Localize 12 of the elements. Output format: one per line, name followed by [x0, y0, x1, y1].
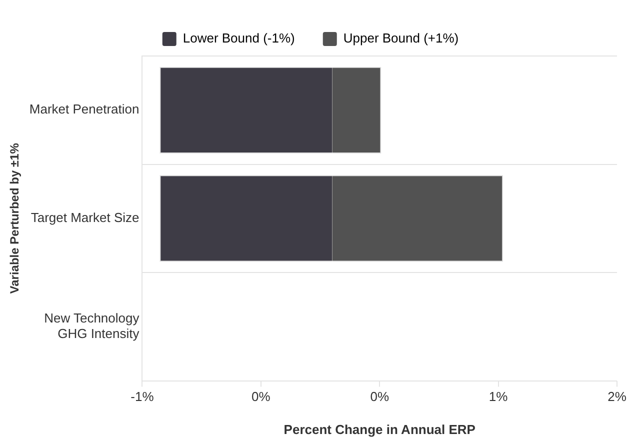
- legend-label: Lower Bound (-1%): [182, 30, 295, 46]
- y-tick-label: New Technology GHG Intensity: [44, 310, 140, 342]
- legend-label: Upper Bound (+1%): [343, 30, 459, 46]
- x-tick-label: 2%: [608, 389, 627, 404]
- x-tick-label: -1%: [130, 389, 154, 404]
- x-tick-label: 0%: [252, 389, 271, 404]
- x-axis-title: Percent Change in Annual ERP: [284, 422, 476, 437]
- y-tick-label: Target Market Size: [30, 210, 140, 225]
- y-axis-title: Variable Perturbed by ±1%: [8, 142, 22, 294]
- x-tick-label: 1%: [488, 389, 508, 404]
- x-tick-label: 0%: [370, 389, 390, 404]
- y-tick-label: Market Penetration: [29, 102, 140, 117]
